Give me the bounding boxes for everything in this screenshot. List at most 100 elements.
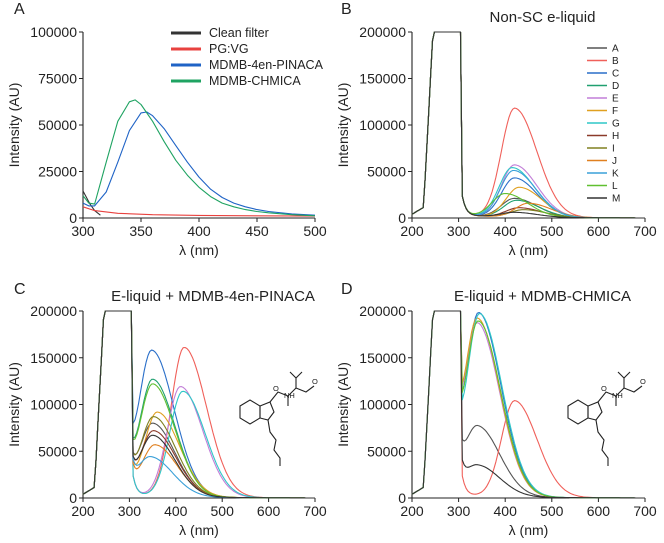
series-line-pg-vg	[82, 206, 316, 217]
y-tick-label: 100000	[359, 397, 406, 413]
panel-letter: A	[14, 1, 25, 18]
side-chain	[597, 385, 643, 403]
series-line-f	[411, 31, 645, 219]
benzene-ring	[567, 399, 589, 425]
series-line-f	[82, 310, 315, 499]
series-line-c	[82, 310, 315, 499]
legend-label: G	[612, 119, 620, 130]
o-label: O	[312, 377, 318, 386]
x-axis-title: λ (nm)	[179, 242, 219, 258]
x-tick-label: 600	[587, 223, 611, 239]
series-line-m	[82, 310, 315, 499]
y-tick-label: 0	[69, 210, 77, 226]
x-tick-label: 200	[400, 223, 424, 239]
series-line-m	[411, 310, 645, 499]
x-tick-label: 300	[71, 223, 95, 239]
x-tick-label: 300	[447, 223, 471, 239]
legend-label: A	[612, 44, 619, 55]
series-line-clean-filter	[82, 190, 101, 216]
series-line-mdmb-4en-pinaca	[82, 111, 316, 216]
x-tick-label: 700	[303, 503, 327, 519]
y-tick-label: 200000	[359, 303, 406, 319]
series-line-e	[411, 310, 645, 499]
legend-label: PG:VG	[209, 42, 249, 56]
y-tick-label: 150000	[359, 71, 406, 87]
legend-label: E	[612, 94, 619, 105]
panel-c: 200 300 400 500 600 700 0 50000 100000 150000 2000…	[6, 281, 327, 538]
series-line-c	[411, 310, 645, 499]
x-tick-label: 600	[257, 503, 281, 519]
y-tick-label: 150000	[359, 350, 406, 366]
legend-label: F	[612, 106, 618, 117]
series-line-b	[411, 310, 645, 499]
tail-chain	[595, 419, 609, 466]
x-tick-label: 300	[118, 503, 142, 519]
panel-letter: D	[341, 281, 353, 298]
series-line-a	[411, 310, 645, 499]
x-tick-label: 350	[129, 223, 153, 239]
y-tick-label: 200000	[30, 303, 77, 319]
panel-a: 300 350 400 450 500 0 25000 50000 75000 100000 λ (…	[6, 1, 327, 258]
legend-label: H	[612, 131, 619, 142]
legend-label: K	[612, 169, 619, 180]
legend-label: L	[612, 181, 618, 192]
y-tick-label: 50000	[367, 164, 406, 180]
y-tick-label: 200000	[359, 24, 406, 40]
series-line-h	[82, 310, 315, 499]
y-tick-label: 100000	[359, 117, 406, 133]
molecule-structure: NH O O	[567, 371, 646, 466]
x-tick-label: 300	[447, 503, 471, 519]
x-tick-label: 700	[633, 503, 657, 519]
o-label: O	[601, 384, 607, 393]
five-ring	[259, 401, 275, 421]
series-line-b	[82, 310, 315, 499]
legend-label: Clean filter	[209, 26, 269, 40]
series-line-g	[82, 310, 315, 499]
series-line-mdmb-chmica	[82, 99, 316, 217]
panel-title: E-liquid + MDMB-CHMICA	[454, 288, 631, 305]
five-ring	[587, 401, 603, 421]
legend-label: D	[612, 81, 619, 92]
series-line-k	[82, 310, 315, 499]
x-axis-title: λ (nm)	[179, 522, 219, 538]
series-line-m	[411, 31, 645, 219]
x-tick-label: 200	[400, 503, 424, 519]
molecule-structure: NH O O	[239, 371, 318, 466]
legend-label: MDMB-CHMICA	[209, 74, 301, 88]
x-tick-label: 500	[540, 503, 564, 519]
x-tick-label: 400	[494, 223, 518, 239]
x-tick-label: 400	[187, 223, 211, 239]
y-tick-label: 25000	[38, 164, 77, 180]
x-tick-label: 500	[211, 503, 235, 519]
branch	[615, 371, 631, 406]
series-line-a	[82, 310, 315, 499]
legend-label: M	[612, 194, 620, 205]
series-line-e	[82, 310, 315, 499]
x-tick-label: 400	[164, 503, 188, 519]
x-tick-label: 400	[494, 503, 518, 519]
y-tick-label: 0	[398, 210, 406, 226]
y-tick-label: 150000	[30, 350, 77, 366]
branch	[287, 371, 303, 406]
series-line-f	[411, 310, 645, 499]
y-tick-label: 0	[398, 490, 406, 506]
series-line-l	[411, 310, 645, 499]
x-tick-label: 700	[633, 223, 657, 239]
side-chain	[269, 385, 315, 403]
x-tick-label: 500	[303, 223, 327, 239]
o-label: O	[273, 384, 279, 393]
y-axis-title: Intensity (AU)	[335, 83, 351, 168]
y-tick-label: 100000	[30, 24, 77, 40]
y-tick-label: 0	[69, 490, 77, 506]
x-tick-label: 450	[245, 223, 269, 239]
y-axis-title: Intensity (AU)	[335, 362, 351, 447]
y-tick-label: 100000	[30, 397, 77, 413]
y-tick-label: 50000	[38, 443, 77, 459]
y-tick-label: 50000	[367, 443, 406, 459]
series-line-i	[82, 310, 315, 499]
x-tick-label: 500	[540, 223, 564, 239]
panel-title: Non-SC e-liquid	[490, 9, 596, 26]
legend-label: B	[612, 56, 619, 67]
legend-label: I	[612, 144, 615, 155]
legend-label: C	[612, 69, 619, 80]
